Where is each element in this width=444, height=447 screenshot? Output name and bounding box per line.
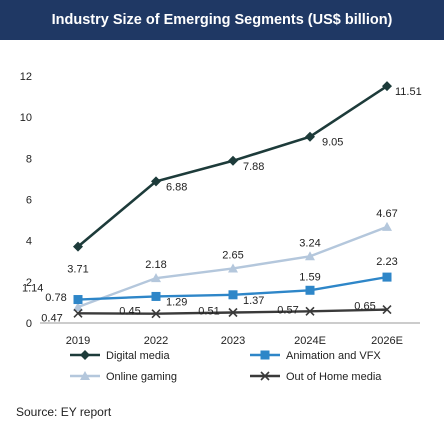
- data-point: [305, 306, 315, 316]
- chart-legend: Digital media Animation and VFX Online gam…: [70, 350, 382, 383]
- data-point: [382, 81, 392, 92]
- data-point: [80, 371, 90, 380]
- legend-label: Out of Home media: [286, 371, 382, 383]
- chart-axes: 0 2 4 6 8 10 12 2019 2022 2023 2024E 2026E: [20, 71, 420, 347]
- y-tick-label: 6: [26, 195, 32, 207]
- series-digital-media: [73, 81, 392, 252]
- x-tick-label: 2019: [66, 335, 90, 347]
- y-tick-label: 12: [20, 71, 32, 83]
- data-point: [73, 241, 83, 252]
- data-point-stroke: [151, 309, 161, 319]
- data-label: 7.88: [243, 161, 264, 173]
- data-point: [260, 350, 270, 360]
- data-point: [305, 285, 315, 295]
- data-label: 0.47: [41, 312, 62, 324]
- y-tick-label: 8: [26, 153, 32, 165]
- data-point: [228, 307, 238, 318]
- data-point: [73, 301, 83, 311]
- legend-label: Online gaming: [106, 371, 177, 383]
- data-point: [151, 309, 161, 319]
- data-label: 2.18: [145, 259, 166, 271]
- legend-item: Online gaming: [70, 371, 177, 383]
- legend-item: Digital media: [70, 350, 170, 362]
- x-tick-label: 2024E: [294, 335, 326, 347]
- data-point-stroke: [305, 306, 315, 316]
- y-tick-label: 10: [20, 112, 32, 124]
- data-label: 1.59: [299, 271, 320, 283]
- data-point: [305, 131, 315, 142]
- chart-title: Industry Size of Emerging Segments (US$ …: [0, 0, 444, 40]
- data-point: [305, 251, 315, 261]
- data-point: [382, 305, 392, 315]
- data-label: 6.88: [166, 181, 187, 193]
- data-label: 1.14: [22, 283, 43, 295]
- data-point-stroke: [382, 305, 392, 315]
- data-point-stroke: [260, 371, 270, 381]
- data-label: 1.37: [243, 295, 264, 307]
- legend-item: Animation and VFX: [250, 350, 381, 362]
- data-point: [260, 371, 270, 381]
- y-tick-label: 4: [26, 236, 32, 248]
- data-label: 1.29: [166, 296, 187, 308]
- data-label: 4.67: [376, 208, 397, 220]
- y-tick-label: 0: [26, 318, 32, 330]
- y-tick-label: 2: [26, 277, 32, 289]
- data-point: [382, 272, 392, 282]
- data-point: [228, 263, 238, 273]
- data-label: 3.24: [299, 237, 320, 249]
- data-point-stroke: [228, 307, 238, 318]
- series-layer: [73, 81, 392, 319]
- data-labels: 3.71 6.88 7.88 9.05 11.51 1.14 1.29 1.37 1.59 2.2…: [22, 86, 422, 324]
- x-tick-label: 2022: [144, 335, 168, 347]
- legend-label: Digital media: [106, 350, 170, 362]
- data-point-stroke: [73, 308, 83, 318]
- legend-item: Out of Home media: [250, 371, 382, 383]
- x-tick-label: 2023: [221, 335, 245, 347]
- data-label: 11.51: [395, 86, 422, 98]
- data-label: 0.45: [119, 306, 140, 318]
- data-point: [151, 291, 161, 301]
- data-point: [151, 273, 161, 283]
- data-label: 0.78: [45, 292, 66, 304]
- data-point: [228, 155, 238, 166]
- data-label: 0.65: [354, 301, 375, 313]
- data-point: [73, 295, 83, 305]
- data-label: 0.57: [277, 304, 298, 316]
- data-label: 0.51: [198, 306, 219, 318]
- line-chart: 0 2 4 6 8 10 12 2019 2022 2023 2024E 2026E 3.71 6.88…: [20, 71, 422, 383]
- data-point: [80, 350, 90, 360]
- legend-label: Animation and VFX: [286, 350, 381, 362]
- series-out-of-home-media: [73, 305, 392, 319]
- series-animation-and-vfx: [73, 272, 392, 305]
- data-label: 2.23: [376, 256, 397, 268]
- series-line: [77, 84, 388, 248]
- data-point: [73, 308, 83, 318]
- data-label: 3.71: [67, 264, 88, 276]
- source-note: Source: EY report: [16, 405, 112, 419]
- series-online-gaming: [73, 221, 392, 311]
- data-point: [382, 221, 392, 231]
- data-label: 2.65: [222, 249, 243, 261]
- data-point: [151, 176, 161, 187]
- x-tick-label: 2026E: [371, 335, 403, 347]
- data-point: [228, 290, 238, 300]
- data-label: 9.05: [322, 137, 343, 149]
